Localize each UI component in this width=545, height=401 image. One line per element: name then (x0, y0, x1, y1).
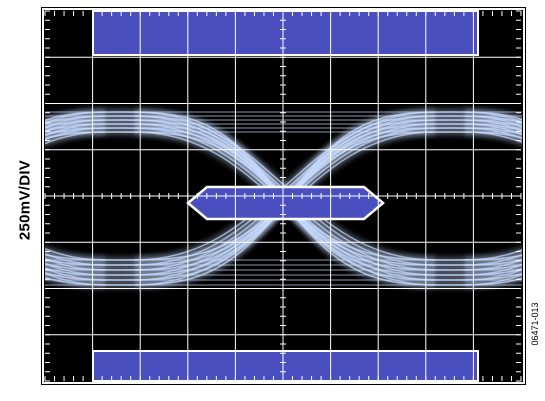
eye-trace (464, 268, 522, 281)
eye-trace (45, 272, 106, 286)
lower-mask (92, 350, 479, 382)
eye-trace (464, 258, 522, 271)
eye-trace (464, 254, 522, 266)
eye-trace (464, 131, 522, 144)
plot-frame (42, 8, 525, 384)
eye-trace (45, 131, 106, 145)
eye-trace (464, 273, 522, 286)
eye-trace (45, 257, 106, 271)
eye-trace (45, 247, 106, 261)
y-scale-label: 250mV/DIV (16, 159, 34, 241)
eye-trace (45, 262, 106, 276)
eye-trace (45, 252, 106, 266)
eye-trace (464, 263, 522, 276)
eye-trace (464, 249, 522, 261)
center-mask (186, 185, 385, 221)
eye-traces (45, 107, 522, 290)
figure-id: 06471-013 (530, 302, 540, 346)
graticule (44, 10, 522, 382)
eye-trace (45, 267, 106, 281)
